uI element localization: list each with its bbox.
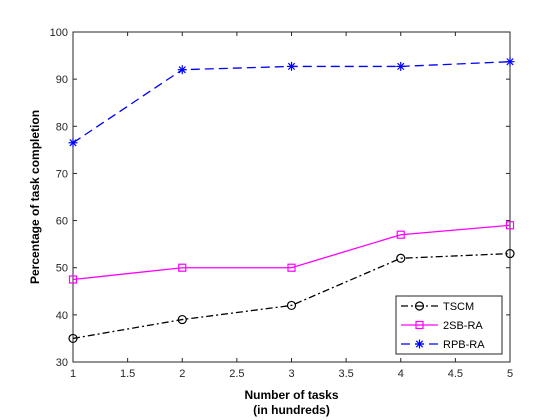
legend: TSCM 2SB-RA RPB-RA (395, 295, 503, 355)
x-axis-title-line1: Number of tasks (244, 388, 338, 402)
x-tick-label: 4.5 (448, 368, 463, 380)
y-tick-label: 50 (56, 263, 68, 275)
data-point-square (396, 230, 405, 239)
series-line (72, 252, 511, 340)
y-axis-title: Percentage of task completion (28, 110, 42, 284)
y-tick-label: 30 (56, 357, 68, 369)
y-tick-label: 40 (56, 310, 68, 322)
legend-entry: RPB-RA (401, 339, 485, 351)
legend-entry: 2SB-RA (401, 320, 483, 332)
data-point-circle (505, 248, 515, 259)
data-point-asterisk (505, 57, 515, 67)
y-tick-label: 60 (56, 216, 68, 228)
data-point-asterisk (68, 138, 78, 148)
x-tick-label: 4 (398, 368, 404, 380)
y-tick-label: 70 (56, 168, 68, 180)
x-tick-label: 1.5 (120, 368, 135, 380)
data-point-square (415, 320, 424, 330)
legend-label: RPB-RA (443, 339, 485, 351)
y-tick-label: 100 (50, 27, 68, 39)
data-point-square (505, 221, 515, 230)
data-point-circle (414, 301, 425, 311)
data-point-asterisk (177, 65, 187, 75)
x-axis-ticks: 1 1.5 2 2.5 3 3.5 4 4.5 5 (70, 32, 513, 380)
data-point-circle (68, 333, 78, 344)
y-tick-label: 80 (56, 121, 68, 133)
legend-entry: TSCM (401, 301, 474, 313)
data-point-square (287, 263, 296, 272)
x-axis-title-line2: (in hundreds) (253, 403, 330, 417)
legend-label: 2SB-RA (443, 320, 483, 332)
series-tscm (68, 248, 515, 344)
legend-label: TSCM (443, 301, 474, 313)
data-point-asterisk (287, 61, 296, 71)
series-2sb-ra (68, 221, 515, 284)
x-tick-label: 3.5 (338, 368, 353, 380)
data-point-asterisk (415, 339, 424, 349)
y-tick-label: 90 (56, 74, 68, 86)
y-axis-ticks: 30 40 50 60 70 80 90 100 (50, 27, 510, 369)
x-tick-label: 5 (507, 368, 513, 380)
data-point-asterisk (396, 61, 406, 71)
x-tick-label: 2 (179, 368, 185, 380)
data-point-circle (396, 253, 406, 263)
x-tick-label: 1 (70, 368, 76, 380)
series-line (72, 224, 511, 281)
series-rpb-ra (68, 57, 515, 148)
data-point-circle (286, 300, 297, 311)
x-tick-label: 2.5 (229, 368, 244, 380)
data-point-circle (177, 314, 187, 325)
data-point-square (178, 263, 187, 272)
data-point-square (68, 275, 78, 284)
series-layer (68, 57, 515, 344)
x-tick-label: 3 (288, 368, 294, 380)
